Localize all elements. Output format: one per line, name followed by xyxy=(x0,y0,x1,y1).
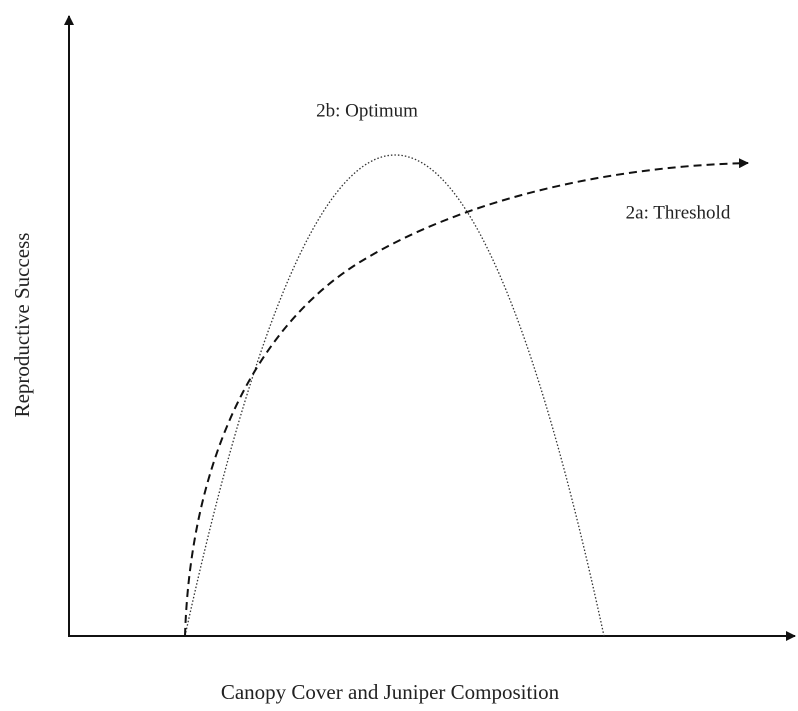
curve-label: 2b: Optimum xyxy=(316,100,418,121)
threshold-curve xyxy=(184,158,749,637)
y-axis-label: Reproductive Success xyxy=(10,233,34,418)
curve-label: 2a: Threshold xyxy=(626,202,731,223)
optimum-curve xyxy=(184,154,605,637)
x-axis-label: Canopy Cover and Juniper Composition xyxy=(221,680,560,704)
